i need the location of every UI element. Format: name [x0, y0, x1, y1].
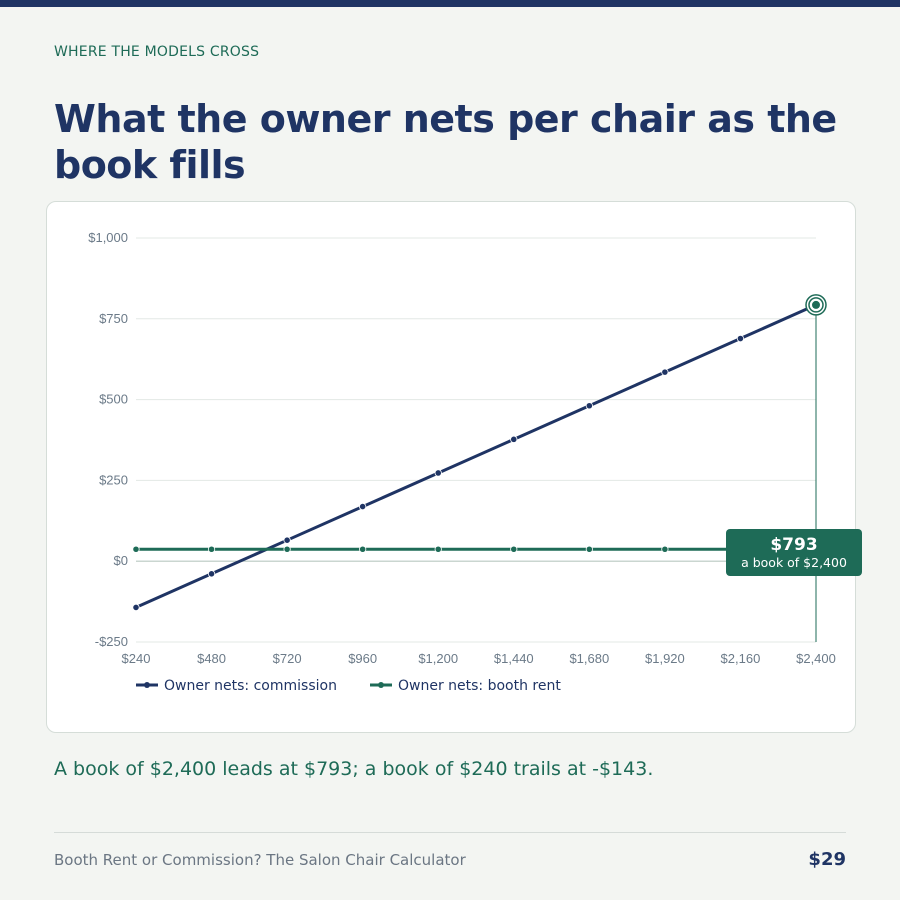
eyebrow-label: WHERE THE MODELS CROSS	[54, 44, 260, 60]
y-tick-label: -$250	[95, 634, 128, 649]
data-point	[283, 536, 291, 544]
y-tick-label: $500	[99, 392, 128, 407]
x-tick-label: $960	[348, 651, 377, 666]
x-tick-label: $1,920	[645, 651, 685, 666]
summary-text: A book of $2,400 leads at $793; a book o…	[54, 758, 654, 780]
data-point	[434, 469, 442, 477]
data-point	[585, 402, 593, 410]
product-name: Booth Rent or Commission? The Salon Chai…	[54, 851, 466, 869]
x-tick-label: $2,160	[721, 651, 761, 666]
page-title: What the owner nets per chair as the boo…	[54, 97, 837, 187]
footer-divider	[54, 832, 846, 833]
data-point	[359, 545, 367, 553]
data-point	[510, 545, 518, 553]
y-tick-label: $250	[99, 472, 128, 487]
data-point	[132, 603, 140, 612]
data-point	[283, 545, 291, 553]
data-point	[132, 545, 140, 553]
value-callout: $793 a book of $2,400	[726, 529, 862, 576]
top-accent-bar	[0, 0, 900, 7]
callout-value: $793	[770, 535, 818, 555]
data-point	[359, 502, 367, 511]
y-tick-label: $1,000	[88, 230, 128, 245]
data-point	[510, 435, 518, 443]
series-line-commission	[135, 303, 817, 609]
data-point	[736, 334, 745, 343]
y-tick-label: $0	[114, 553, 128, 568]
x-tick-label: $240	[122, 651, 151, 666]
legend-label: Owner nets: booth rent	[398, 678, 561, 694]
x-tick-label: $480	[197, 651, 226, 666]
x-tick-label: $1,680	[569, 651, 609, 666]
x-tick-label: $2,400	[796, 651, 836, 666]
y-tick-label: $750	[99, 311, 128, 326]
highlight-point	[812, 300, 820, 309]
legend-swatch-dot	[144, 682, 150, 688]
x-tick-label: $720	[273, 651, 302, 666]
x-tick-label: $1,200	[418, 651, 458, 666]
line-chart: -$250 $0 $250 $500 $750 $1,000 $240 $480 $720 $96…	[88, 230, 836, 694]
data-point	[434, 545, 442, 553]
price-label: $29	[808, 849, 846, 870]
data-point	[207, 545, 216, 553]
legend-swatch-dot	[378, 682, 384, 688]
data-point	[585, 545, 593, 553]
callout-label: a book of $2,400	[741, 555, 847, 570]
data-point	[661, 368, 669, 376]
legend-label: Owner nets: commission	[164, 678, 337, 694]
x-tick-label: $1,440	[494, 651, 534, 666]
chart-card: -$250 $0 $250 $500 $750 $1,000 $240 $480 $720 $96…	[46, 201, 862, 733]
data-point	[207, 570, 216, 578]
data-point	[661, 545, 669, 553]
